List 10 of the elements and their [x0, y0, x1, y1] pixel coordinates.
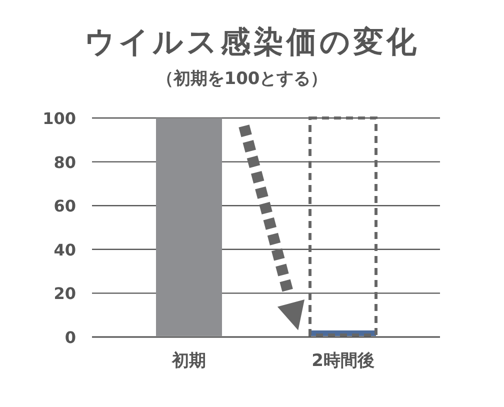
y-tick-label: 80: [54, 152, 76, 172]
x-tick-label: 初期: [171, 351, 206, 371]
chart-subtitle: （初期を100とする）: [156, 69, 328, 89]
y-tick-label: 60: [54, 196, 76, 216]
x-tick-label: 2時間後: [312, 351, 374, 371]
y-tick-label: 20: [54, 284, 76, 304]
y-tick-label: 0: [64, 328, 76, 347]
y-tick-label: 100: [42, 109, 76, 128]
y-tick-label: 40: [54, 240, 76, 260]
chart-title: ウイルス感染価の変化: [84, 25, 420, 60]
